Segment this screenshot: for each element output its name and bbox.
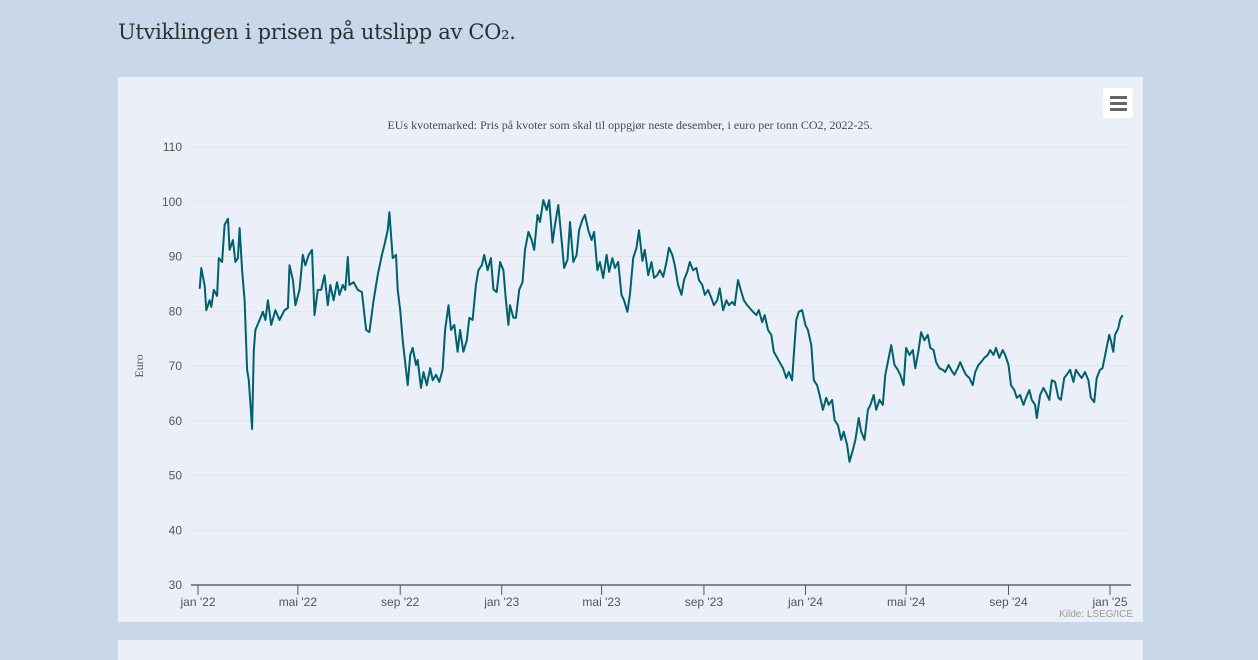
- y-tick-label: 30: [169, 578, 183, 592]
- x-tick-label: jan '22: [180, 595, 216, 609]
- y-axis-label: Euro: [132, 354, 146, 377]
- y-tick-label: 110: [163, 140, 182, 154]
- page-heading: Utviklingen i prisen på utslipp av CO₂.: [118, 20, 516, 44]
- x-tick-label: mai '23: [582, 595, 621, 609]
- x-tick-label: jan '25: [1092, 595, 1128, 609]
- hamburger-menu-icon-bar: [1109, 101, 1127, 105]
- x-tick-label: sep '22: [381, 595, 420, 609]
- x-tick-label: sep '23: [685, 595, 724, 609]
- chart-menu-button[interactable]: [1103, 88, 1133, 118]
- hamburger-menu-icon-bar: [1109, 107, 1127, 111]
- y-tick-label: 60: [169, 414, 183, 428]
- price-series-line: [198, 199, 1124, 463]
- x-tick-label: jan '23: [483, 595, 519, 609]
- chart-credit: Kilde: LSEG/ICE: [1059, 609, 1133, 620]
- hamburger-menu-icon: [1109, 95, 1127, 99]
- chart-title: EUs kvotemarked: Pris på kvoter som skal…: [387, 118, 872, 132]
- y-tick-label: 90: [169, 250, 183, 264]
- grid-lines: [191, 146, 1131, 531]
- x-tick-label: sep '24: [989, 595, 1028, 609]
- x-axis: jan '22 mai '22 sep '22 jan '23 mai '23 sep '…: [180, 584, 1131, 609]
- y-tick-label: 50: [169, 469, 183, 483]
- next-section-card: [118, 640, 1143, 660]
- y-tick-label: 80: [169, 304, 183, 318]
- x-tick-label: mai '24: [887, 595, 926, 609]
- y-axis-ticks: 30 40 50 60 70 80 90 100 110: [162, 140, 182, 592]
- x-tick-label: jan '24: [787, 595, 823, 609]
- chart-container: EUs kvotemarked: Pris på kvoter som skal…: [118, 77, 1143, 622]
- y-tick-label: 40: [169, 523, 183, 537]
- y-tick-label: 100: [162, 195, 182, 209]
- x-tick-label: mai '22: [279, 595, 318, 609]
- line-chart: EUs kvotemarked: Pris på kvoter som skal…: [132, 118, 1133, 620]
- y-tick-label: 70: [169, 359, 183, 373]
